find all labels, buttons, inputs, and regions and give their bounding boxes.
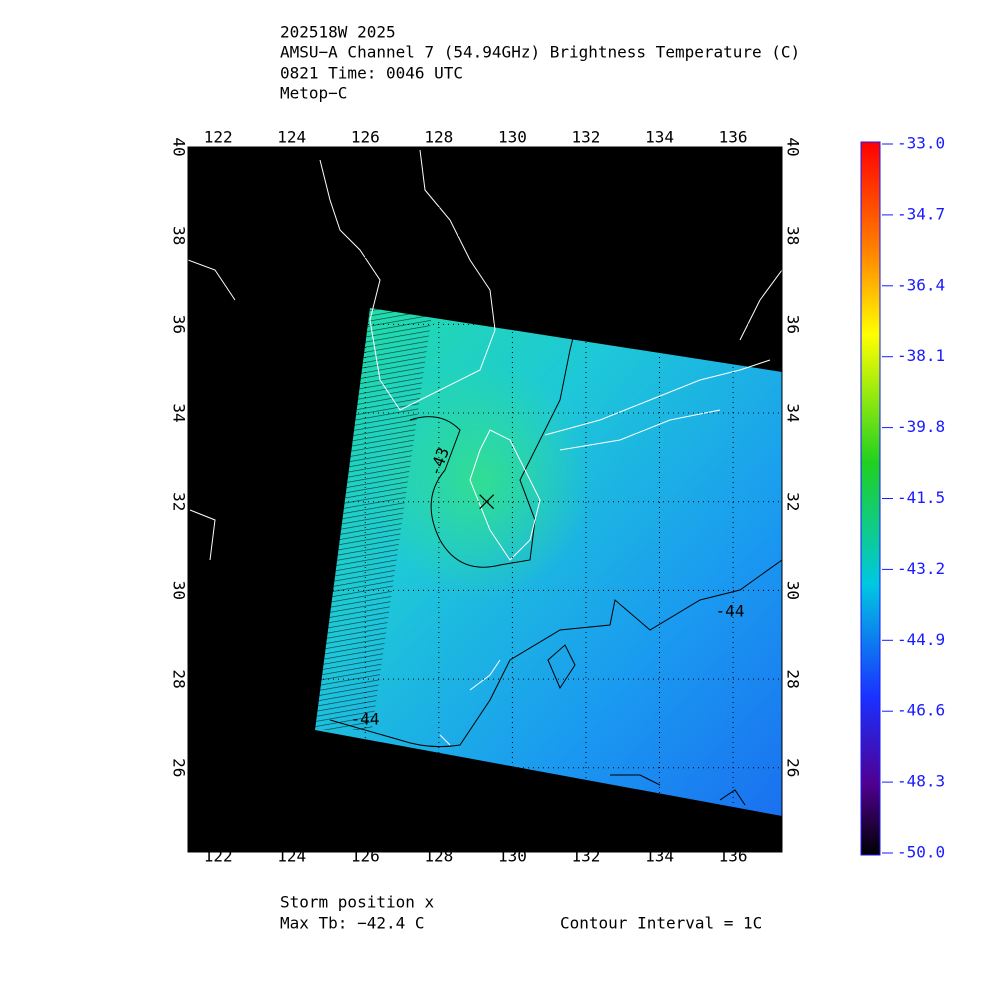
lat-label-right: 38: [784, 226, 803, 245]
lon-label-top: 130: [498, 128, 527, 147]
lon-label-top: 134: [645, 128, 674, 147]
colorbar-label: -46.6: [897, 701, 945, 720]
lon-label-bottom: 134: [645, 847, 674, 866]
lat-label-left: 30: [170, 581, 189, 600]
colorbar-label: -41.5: [897, 488, 945, 507]
lon-label-bottom: 130: [498, 847, 527, 866]
lat-label-right: 40: [784, 137, 803, 156]
lat-label-left: 32: [170, 492, 189, 511]
lat-label-left: 38: [170, 226, 189, 245]
header-line: 0821 Time: 0046 UTC: [280, 64, 463, 83]
lat-label-left: 34: [170, 403, 189, 422]
colorbar-label: -36.4: [897, 275, 945, 294]
header-line: AMSU−A Channel 7 (54.94GHz) Brightness T…: [280, 43, 800, 62]
lat-label-left: 40: [170, 137, 189, 156]
lat-label-right: 36: [784, 315, 803, 334]
swath: [188, 149, 782, 816]
lon-label-top: 124: [277, 128, 306, 147]
coastlines: [188, 149, 782, 746]
lon-label-bottom: 128: [424, 847, 453, 866]
lat-label-left: 26: [170, 758, 189, 777]
lat-label-right: 34: [784, 403, 803, 422]
lat-label-right: 30: [784, 581, 803, 600]
lon-label-top: 136: [719, 128, 748, 147]
lat-label-left: 36: [170, 315, 189, 334]
map-frame: [187, 146, 783, 853]
storm-legend: Storm position x: [280, 893, 434, 912]
colorbar-label: -50.0: [897, 843, 945, 862]
colorbar-label: -43.2: [897, 559, 945, 578]
contour-label: -44: [351, 710, 380, 729]
lon-label-top: 122: [204, 128, 233, 147]
lat-label-right: 28: [784, 669, 803, 688]
lon-label-bottom: 126: [351, 847, 380, 866]
lat-label-right: 26: [784, 758, 803, 777]
colorbar-label: -38.1: [897, 346, 945, 365]
lat-label-right: 32: [784, 492, 803, 511]
warm-area: [370, 360, 590, 600]
header-line: Metop−C: [280, 84, 347, 103]
contours: [329, 329, 782, 806]
max-tb: Max Tb: −42.4 C: [280, 914, 425, 933]
colorbar-label: -33.0: [897, 134, 945, 153]
lon-label-top: 128: [424, 128, 453, 147]
lon-label-bottom: 122: [204, 847, 233, 866]
lon-label-top: 132: [572, 128, 601, 147]
hatched-region: [315, 308, 432, 730]
header-line: 202518W 2025: [280, 23, 396, 42]
lon-label-top: 126: [351, 128, 380, 147]
colorbar-label: -48.3: [897, 772, 945, 791]
colorbar: [860, 141, 881, 856]
colorbar-label: -39.8: [897, 417, 945, 436]
colorbar-label: -44.9: [897, 630, 945, 649]
contour-label: -44: [716, 602, 745, 621]
lat-label-left: 28: [170, 669, 189, 688]
contour-interval: Contour Interval = 1C: [560, 914, 762, 933]
storm-position: [479, 494, 495, 510]
lon-label-bottom: 124: [277, 847, 306, 866]
colorbar-label: -34.7: [897, 204, 945, 223]
lon-label-bottom: 136: [719, 847, 748, 866]
lon-label-bottom: 132: [572, 847, 601, 866]
